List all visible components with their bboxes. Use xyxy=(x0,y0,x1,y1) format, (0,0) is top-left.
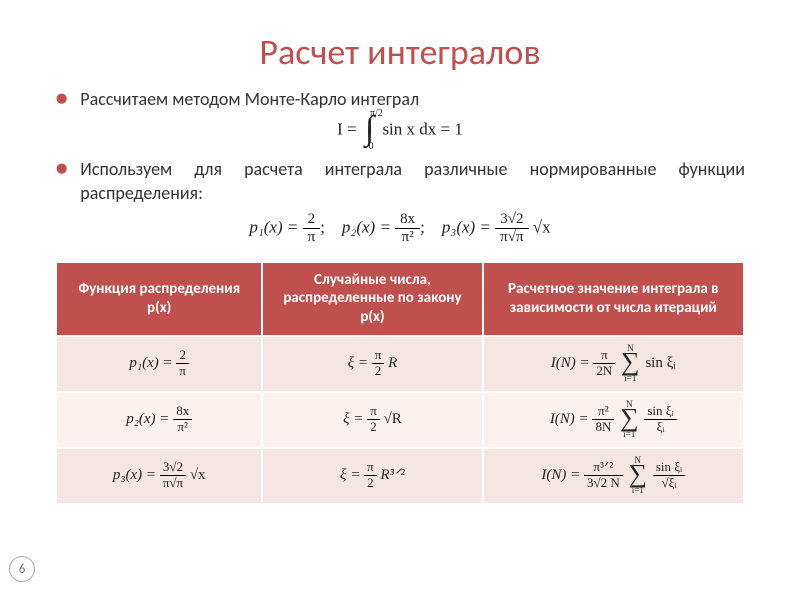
in-num: π² xyxy=(592,404,614,420)
integral-formula: I = π/2 ∫ 0 sin x dx = 1 xyxy=(55,117,745,144)
xi-num: π xyxy=(364,460,377,476)
st-num: sin ξᵢ xyxy=(644,404,676,420)
cell-in: I(N) = π²8N N ∑ i=1 sin ξᵢξᵢ xyxy=(483,392,744,448)
p2-den: π² xyxy=(395,229,420,246)
px-lhs: p₃(x) = xyxy=(113,467,156,483)
xi-den: 2 xyxy=(367,420,380,435)
sum-icon: N ∑ i=1 xyxy=(620,408,639,431)
in-den: 3√2 N xyxy=(584,476,623,491)
col-header-in: Расчетное значение интеграла в зависимос… xyxy=(483,262,744,336)
xi-tail: R³ᐟ² xyxy=(380,467,405,483)
col-header-xi: Случайные числа, распределенные по закон… xyxy=(262,262,482,336)
px-num: 8x xyxy=(173,404,192,420)
sum-icon: N ∑ i=1 xyxy=(621,352,640,375)
cell-xi: ξ = π2 R³ᐟ² xyxy=(262,448,482,504)
in-lhs: I(N) = xyxy=(541,467,580,483)
results-table: Функция распределения p(x) Случайные чис… xyxy=(55,261,745,505)
xi-lhs: ξ = xyxy=(348,355,368,371)
sep: ; xyxy=(320,218,325,237)
p2-num: 8x xyxy=(395,211,420,229)
sum-upper: N xyxy=(635,455,642,465)
bullet-item-2: ● Используем для расчета интеграла разли… xyxy=(55,158,745,205)
in-lhs: I(N) = xyxy=(551,355,590,371)
xi-lhs: ξ = xyxy=(340,467,360,483)
xi-den: 2 xyxy=(364,476,377,491)
table-row: p₁(x) = 2π ξ = π2 R I(N) = π2N N ∑ i=1 xyxy=(56,336,744,392)
p3-lhs: p₃(x) = xyxy=(442,218,491,237)
xi-den: 2 xyxy=(372,364,385,379)
sum-term-frac: sin ξᵢξᵢ xyxy=(644,404,676,435)
sum-icon: N ∑ i=1 xyxy=(629,464,648,487)
cell-px: p₃(x) = 3√2π√π √x xyxy=(56,448,262,504)
cell-in: I(N) = π³ᐟ²3√2 N N ∑ i=1 sin ξᵢ√ξᵢ xyxy=(483,448,744,504)
p3-frac: 3√2 π√π xyxy=(495,211,528,247)
px-lhs: p₁(x) = xyxy=(129,355,172,371)
sum-term-frac: sin ξᵢ√ξᵢ xyxy=(653,460,685,491)
px-num: 3√2 xyxy=(160,460,186,476)
cell-xi: ξ = π2 √R xyxy=(262,392,482,448)
table-header-row: Функция распределения p(x) Случайные чис… xyxy=(56,262,744,336)
p2-lhs: p₂(x) = xyxy=(342,218,391,237)
bullet-dot-icon: ● xyxy=(55,88,68,108)
in-den: 2N xyxy=(593,364,615,379)
sum-lower: i=1 xyxy=(623,429,635,439)
bullet-dot-icon: ● xyxy=(55,158,68,178)
p1-num: 2 xyxy=(303,211,321,229)
xi-num: π xyxy=(367,404,380,420)
page-number-badge: 6 xyxy=(9,556,35,582)
sum-upper: N xyxy=(626,399,633,409)
sum-lower: i=1 xyxy=(624,373,636,383)
sep: ; xyxy=(420,218,425,237)
cell-px: p₂(x) = 8xπ² xyxy=(56,392,262,448)
I-label: I = xyxy=(337,120,357,139)
in-den: 8N xyxy=(592,420,614,435)
px-num: 2 xyxy=(176,348,189,364)
page-title: Расчет интегралов xyxy=(55,30,745,74)
cell-px: p₁(x) = 2π xyxy=(56,336,262,392)
p1-frac: 2 π xyxy=(303,211,321,247)
p3-num: 3√2 xyxy=(495,211,528,229)
p1-den: π xyxy=(303,229,321,246)
px-den: π√π xyxy=(160,476,186,491)
xi-lhs: ξ = xyxy=(343,411,363,427)
integrand: sin x dx = 1 xyxy=(382,120,462,139)
in-num: π xyxy=(593,348,615,364)
int-lower: 0 xyxy=(369,141,374,152)
st-num: sin ξᵢ xyxy=(653,460,685,476)
st-den: √ξᵢ xyxy=(653,476,685,491)
p2-frac: 8x π² xyxy=(395,211,420,247)
xi-tail: R xyxy=(388,355,397,371)
in-num: π³ᐟ² xyxy=(584,460,623,476)
int-upper: π/2 xyxy=(370,108,383,119)
px-den: π xyxy=(176,364,189,379)
px-lhs: p₂(x) = xyxy=(126,411,169,427)
sum-term: sin ξᵢ xyxy=(645,355,675,371)
bullet-text: Рассчитаем методом Монте-Карло интеграл xyxy=(80,88,745,111)
cell-in: I(N) = π2N N ∑ i=1 sin ξᵢ xyxy=(483,336,744,392)
col-header-px: Функция распределения p(x) xyxy=(56,262,262,336)
px-tail: √x xyxy=(190,467,206,483)
in-lhs: I(N) = xyxy=(550,411,589,427)
p1-lhs: p₁(x) = xyxy=(249,218,298,237)
p3-tail: √x xyxy=(533,218,551,237)
table-row: p₂(x) = 8xπ² ξ = π2 √R I(N) = π²8N N ∑ i… xyxy=(56,392,744,448)
sum-lower: i=1 xyxy=(632,485,644,495)
table-row: p₃(x) = 3√2π√π √x ξ = π2 R³ᐟ² I(N) = π³ᐟ… xyxy=(56,448,744,504)
xi-num: π xyxy=(372,348,385,364)
bullet-item-1: ● Рассчитаем методом Монте-Карло интегра… xyxy=(55,88,745,111)
st-den: ξᵢ xyxy=(644,420,676,435)
pdf-formulas: p₁(x) = 2 π ; p₂(x) = 8x π² ; p₃(x) = 3√… xyxy=(55,211,745,247)
integral-sign: π/2 ∫ 0 xyxy=(365,117,374,144)
sum-upper: N xyxy=(627,343,634,353)
slide: Расчет интегралов ● Рассчитаем методом М… xyxy=(0,0,800,600)
p3-den: π√π xyxy=(495,229,528,246)
cell-xi: ξ = π2 R xyxy=(262,336,482,392)
bullet-text: Используем для расчета интеграла различн… xyxy=(80,158,745,205)
xi-tail: √R xyxy=(384,411,402,427)
px-den: π² xyxy=(173,420,192,435)
